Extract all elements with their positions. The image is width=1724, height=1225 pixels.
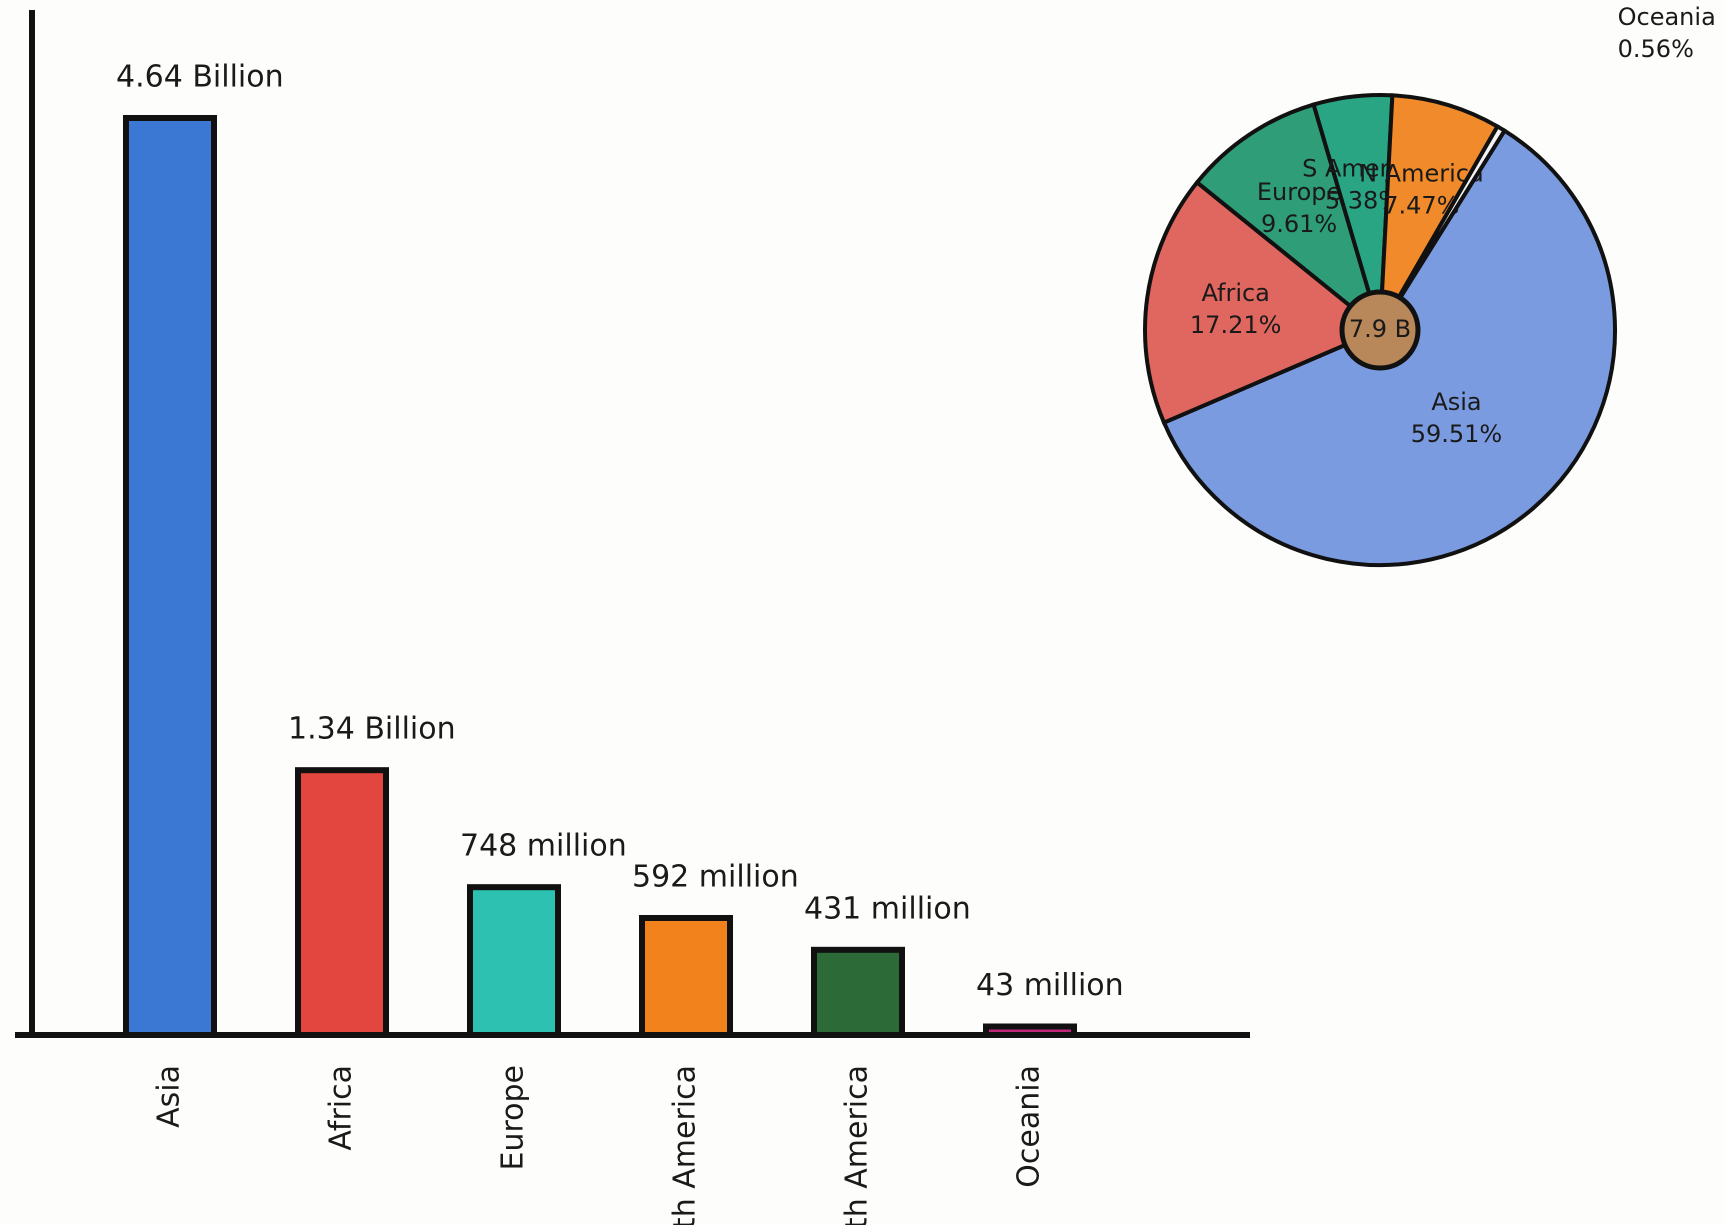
pie-center-label: 7.9 B <box>1349 315 1411 343</box>
value-label: 1.34 Billion <box>288 712 456 747</box>
x-tick-label: Oceania <box>1012 1065 1047 1188</box>
pie-label: Africa <box>1201 279 1269 307</box>
pie-slice <box>1378 93 1501 331</box>
bar <box>123 115 217 1038</box>
value-label: 592 million <box>632 860 799 895</box>
x-tick-label: North America <box>668 1065 703 1225</box>
pie-label: Europe <box>1257 178 1341 206</box>
x-tick-label: Europe <box>496 1065 531 1171</box>
pie-value-label: 9.61% <box>1261 210 1337 238</box>
pie-slice <box>1378 123 1508 332</box>
x-tick-label: South America <box>840 1065 875 1225</box>
value-label: 4.64 Billion <box>116 60 284 95</box>
pie-value-label: 17.21% <box>1190 311 1282 339</box>
value-label: 43 million <box>976 968 1124 1003</box>
pie-label: Oceania <box>1618 3 1716 31</box>
bar <box>467 884 561 1038</box>
bar <box>811 946 905 1039</box>
pie-value-label: 0.56% <box>1618 35 1694 63</box>
value-label: 431 million <box>804 891 971 926</box>
pie-label: Asia <box>1431 388 1481 416</box>
pie-slice <box>1143 179 1384 426</box>
value-label: 748 million <box>460 829 627 864</box>
pie-slice <box>1194 102 1384 336</box>
bar <box>983 1023 1077 1039</box>
bar <box>295 767 389 1038</box>
x-tick-label: Asia <box>152 1065 187 1128</box>
x-tick-label: Africa <box>324 1065 359 1151</box>
pie-center <box>1339 289 1421 371</box>
pie-value-label: 59.51% <box>1411 420 1503 448</box>
bar <box>639 915 733 1038</box>
